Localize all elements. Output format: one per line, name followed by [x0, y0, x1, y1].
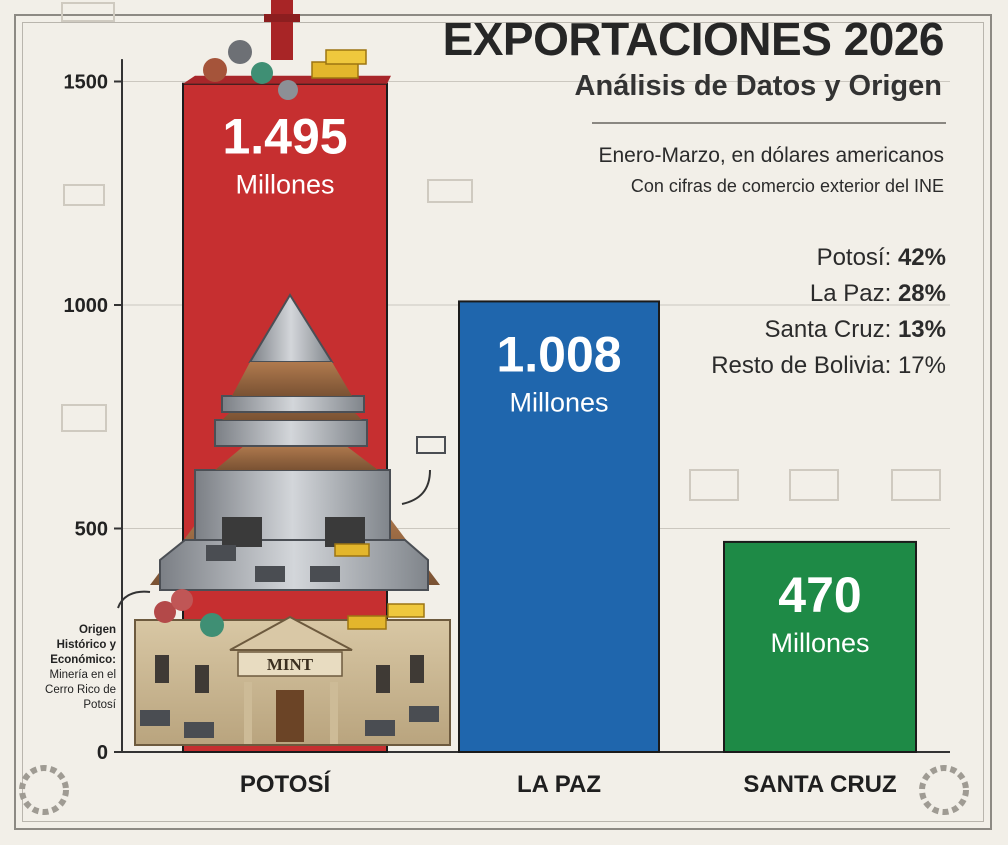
gear-icon — [919, 765, 969, 815]
factory-icon — [61, 404, 107, 432]
soil-tier — [215, 445, 378, 470]
share-value: 13% — [897, 316, 946, 343]
share-row: Santa Cruz: 13% — [711, 312, 946, 348]
x-tick-label: POTOSÍ — [240, 770, 332, 798]
soil-tier — [232, 362, 352, 396]
unit-label: Millones — [770, 628, 869, 658]
share-label: Resto de Bolivia: — [711, 352, 892, 379]
ore-rock — [228, 40, 252, 64]
gold-bar — [325, 49, 367, 65]
gold-bar — [347, 615, 387, 630]
x-tick-label: SANTA CRUZ — [743, 771, 896, 798]
factory-icon — [689, 469, 739, 501]
mine-cart — [409, 706, 439, 722]
steel-band — [214, 419, 368, 447]
column — [244, 682, 252, 744]
mine-cart-icon — [416, 436, 446, 454]
window — [155, 655, 169, 683]
mint-roof — [229, 615, 353, 651]
gold-bar — [334, 543, 370, 557]
share-list: Potosí: 42% La Paz: 28% Santa Cruz: 13% … — [711, 240, 946, 384]
share-value: 42% — [897, 244, 946, 271]
gold-bar — [387, 603, 425, 618]
share-value: 28% — [897, 280, 946, 307]
chart-subtitle: Análisis de Datos y Origen — [574, 70, 942, 102]
unit-label: Millones — [509, 387, 608, 417]
gold-bar-icon — [427, 179, 473, 203]
data-label: 470 — [778, 567, 861, 623]
source-description: Con cifras de comercio exterior del INE — [630, 176, 944, 196]
bar — [458, 300, 660, 753]
mine-cart — [184, 722, 214, 738]
faint-icons — [61, 2, 941, 501]
ore-rock — [171, 589, 193, 611]
title-divider — [592, 122, 946, 124]
mine-entrance — [222, 517, 262, 547]
window — [410, 655, 424, 683]
ore-rock — [203, 58, 227, 82]
factory-icon — [891, 469, 941, 501]
y-tick-label: 0 — [97, 742, 108, 764]
robot-arm-icon — [63, 184, 105, 206]
origin-note: Origen Histórico y Económico: Minería en… — [40, 623, 116, 713]
chart-title: EXPORTACIONES 2026 — [442, 13, 945, 65]
ore-rock — [278, 80, 298, 100]
window — [195, 665, 209, 693]
share-row: La Paz: 28% — [711, 276, 946, 312]
y-tick-label: 1000 — [64, 295, 109, 317]
ore-rock — [200, 613, 224, 637]
steel-tier-3 — [159, 539, 429, 591]
share-row: Potosí: 42% — [711, 240, 946, 276]
cerro-rico-illustration: MINT — [19, 0, 969, 815]
share-value: 17% — [897, 352, 946, 379]
mine-entrance — [325, 517, 365, 547]
unit-label: Millones — [235, 170, 334, 200]
mine-cart — [310, 566, 340, 582]
steel-band — [221, 395, 365, 413]
mint-sign-plate — [237, 651, 343, 677]
x-tick-label: LA PAZ — [517, 771, 601, 798]
mint-sign: MINT — [267, 655, 314, 674]
mine-cart — [206, 545, 236, 561]
share-row: Resto de Bolivia: 17% — [711, 348, 946, 384]
ore-rock — [154, 601, 176, 623]
column — [330, 682, 338, 744]
y-tick-label: 500 — [75, 519, 108, 541]
pipe-flange — [264, 14, 300, 22]
bar — [723, 540, 917, 753]
factory-icon — [789, 469, 839, 501]
origin-note-text: Minería en el Cerro Rico de Potosí — [45, 669, 116, 711]
curved-arrow — [401, 469, 431, 505]
mine-cart — [255, 566, 285, 582]
window — [376, 665, 390, 693]
share-label: Santa Cruz: — [764, 316, 892, 343]
data-label: 1.495 — [222, 109, 347, 165]
period-description: Enero-Marzo, en dólares americanos — [598, 144, 945, 167]
data-label: 1.008 — [496, 326, 621, 382]
mine-cart — [140, 710, 170, 726]
share-label: Potosí: — [816, 244, 892, 271]
curved-arrow — [117, 590, 151, 609]
ore-rock — [251, 62, 273, 84]
pipe — [271, 0, 293, 60]
mint-door — [276, 690, 304, 742]
origin-note-heading: Origen Histórico y Económico: — [50, 624, 116, 666]
y-tick-label: 1500 — [64, 72, 109, 94]
share-label: La Paz: — [809, 280, 892, 307]
gear-icon — [19, 765, 69, 815]
factory-icon — [61, 2, 115, 22]
mine-cart — [365, 720, 395, 736]
